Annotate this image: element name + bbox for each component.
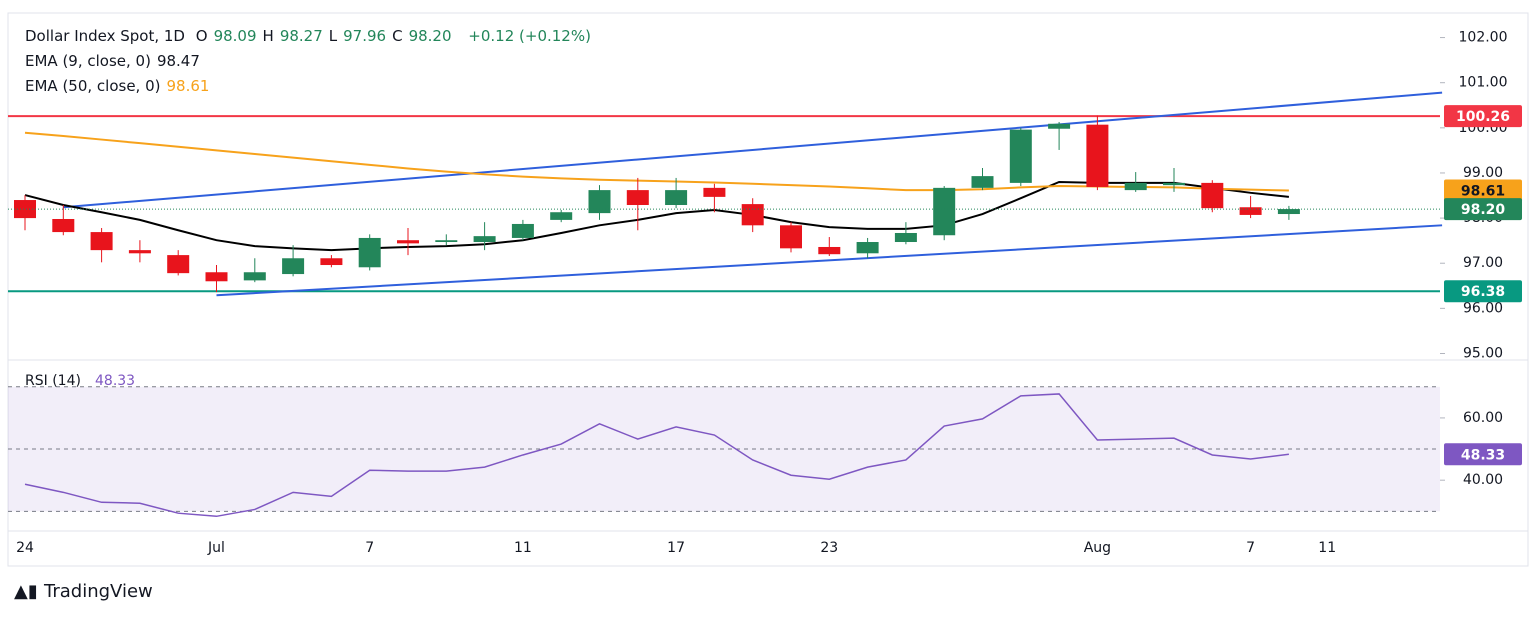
y-tick-label: 40.00 — [1463, 472, 1503, 488]
candle-body — [1048, 123, 1071, 129]
candle-body — [52, 218, 75, 233]
trend-line — [216, 224, 1443, 297]
candle-body — [1277, 209, 1300, 215]
legend-entry: EMA (9, close, 0) 98.47 — [25, 52, 215, 70]
change: +0.12 (+0.12%) — [468, 27, 591, 45]
x-tick-label: 17 — [667, 540, 685, 556]
candle-body — [358, 237, 381, 268]
legend-entry: EMA (50, close, 0) 98.61 — [25, 77, 215, 95]
x-tick-label: 11 — [514, 540, 532, 556]
ema-tag: 98.61 — [1461, 184, 1505, 200]
candle-body — [933, 187, 956, 236]
candle-body — [435, 240, 458, 243]
ema-line — [24, 180, 1290, 252]
candle-body — [282, 258, 305, 275]
candle-body — [473, 236, 496, 243]
ohlc-value: 98.09 — [213, 27, 257, 45]
candle-body — [856, 242, 879, 254]
close-tag-bg — [1444, 198, 1522, 221]
candle-body — [550, 212, 573, 220]
candle-body — [205, 272, 228, 282]
ohlc-value: 97.96 — [343, 27, 387, 45]
candle-body — [167, 255, 190, 274]
ohlc-key: L — [328, 27, 338, 45]
ohlc-key: C — [392, 27, 403, 45]
legend-name: EMA (9, close, 0) — [25, 52, 151, 70]
candle-body — [1009, 129, 1032, 183]
legend-value: 98.47 — [156, 52, 200, 70]
x-tick-label: 11 — [1318, 540, 1336, 556]
candle-body — [320, 258, 343, 266]
legend-value: 98.61 — [166, 77, 210, 95]
legend: EMA (9, close, 0) 98.47 EMA (50, close, 0)… — [25, 52, 215, 102]
rsi-legend-name: RSI (14) — [25, 373, 81, 389]
ema-line — [24, 131, 1289, 192]
rsi-line — [24, 393, 1289, 518]
candle-body — [1201, 182, 1224, 209]
rsi-tag-bg — [1444, 443, 1522, 466]
x-tick-label: 7 — [1246, 540, 1255, 556]
candle-body — [1086, 124, 1109, 187]
candle-body — [703, 187, 726, 197]
ohlc-key: O — [195, 27, 208, 45]
candle-body — [128, 250, 151, 254]
y-tick-label: 95.00 — [1463, 345, 1503, 361]
candle-body — [818, 246, 841, 255]
logo-text: TradingView — [44, 581, 153, 602]
ohlc: O 98.09 H 98.27 L 97.96 C 98.20 — [196, 27, 458, 45]
candle-body — [511, 223, 534, 238]
x-tick-label: Aug — [1084, 540, 1111, 556]
level-tag: 100.26 — [1456, 109, 1510, 125]
candle-body — [588, 190, 611, 214]
ohlc-value: 98.27 — [279, 27, 323, 45]
y-tick-label: 99.00 — [1463, 165, 1503, 181]
symbol-title: Dollar Index Spot, 1D — [25, 27, 185, 45]
level-tag-bg — [1444, 105, 1522, 128]
candle-body — [741, 204, 764, 226]
candle-body — [90, 232, 113, 251]
candle-body — [1124, 182, 1147, 191]
candle-body — [1239, 207, 1262, 215]
close-tag: 98.20 — [1461, 202, 1506, 218]
candle-body — [243, 272, 266, 281]
legend-name: EMA (50, close, 0) — [25, 77, 161, 95]
candle-body — [397, 240, 419, 244]
ema-tag-bg — [1444, 179, 1522, 202]
x-tick-label: 7 — [365, 540, 374, 556]
candle-body — [971, 176, 994, 188]
candle-body — [626, 190, 649, 206]
header-line: Dollar Index Spot, 1D O 98.09 H 98.27 L 97.96… — [25, 27, 597, 45]
level-tag: 96.38 — [1461, 284, 1505, 300]
logo: ▲▮ TradingView — [14, 581, 153, 602]
ohlc-key: H — [262, 27, 274, 45]
candle-body — [894, 232, 917, 243]
rsi-tag: 48.33 — [1461, 447, 1505, 463]
trend-line — [63, 91, 1443, 209]
y-tick-label: 97.00 — [1463, 255, 1503, 271]
candle-body — [665, 190, 688, 206]
y-tick-label: 102.00 — [1459, 30, 1508, 46]
candle-body — [1163, 182, 1185, 186]
y-tick-label: 101.00 — [1459, 75, 1508, 91]
candle-body — [780, 225, 802, 249]
rsi-legend-value: 48.33 — [95, 373, 135, 389]
y-tick-label: 60.00 — [1463, 410, 1503, 426]
x-tick-label: Jul — [207, 540, 225, 556]
ohlc-value: 98.20 — [408, 27, 452, 45]
level-tag-bg — [1444, 280, 1522, 303]
x-tick-label: 23 — [820, 540, 838, 556]
y-tick-label: 96.00 — [1463, 300, 1503, 316]
x-tick-label: 24 — [16, 540, 34, 556]
chart-frame — [7, 12, 1529, 567]
candle-body — [14, 200, 36, 219]
